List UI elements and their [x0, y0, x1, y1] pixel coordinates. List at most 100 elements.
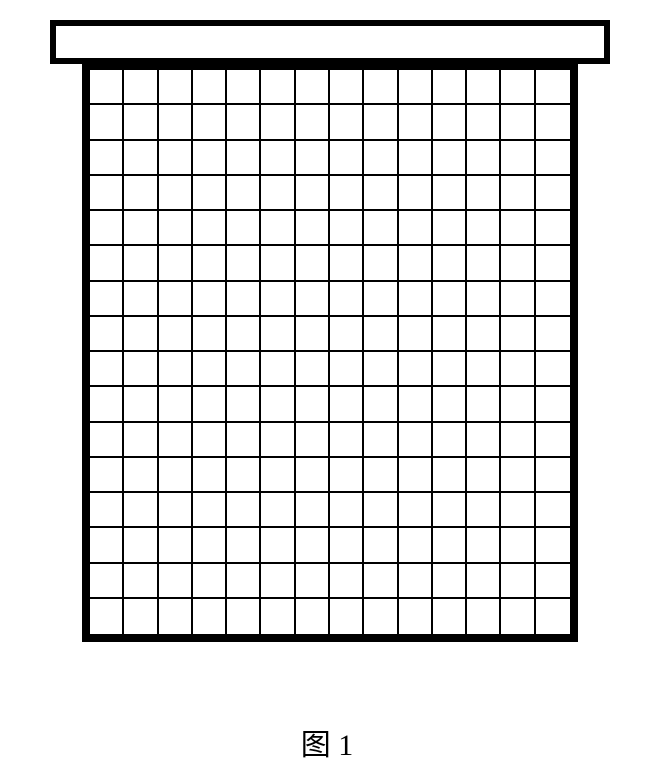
- grid-cell: [261, 493, 295, 528]
- grid-cell: [433, 141, 467, 176]
- grid-cell: [124, 317, 158, 352]
- grid-cell: [261, 105, 295, 140]
- grid-cell: [193, 458, 227, 493]
- figure-caption: 图 1: [0, 720, 654, 764]
- grid-cell: [124, 564, 158, 599]
- grid-cell: [193, 423, 227, 458]
- grid-cell: [467, 387, 501, 422]
- grid-cell: [124, 211, 158, 246]
- grid-cell: [296, 387, 330, 422]
- grid-cell: [536, 317, 570, 352]
- grid-cell: [227, 105, 261, 140]
- grid-cell: [364, 423, 398, 458]
- grid-cell: [159, 105, 193, 140]
- grid-cell: [124, 387, 158, 422]
- grid-cell: [193, 211, 227, 246]
- grid-cell: [296, 423, 330, 458]
- grid-cell: [90, 564, 124, 599]
- grid-cell: [364, 211, 398, 246]
- grid-cell: [433, 387, 467, 422]
- grid-cell: [261, 352, 295, 387]
- grid-cell: [296, 564, 330, 599]
- grid-cell: [261, 423, 295, 458]
- grid-cell: [159, 493, 193, 528]
- grid-cell: [399, 105, 433, 140]
- grid-cell: [536, 211, 570, 246]
- grid-cell: [124, 493, 158, 528]
- grid-cell: [124, 599, 158, 634]
- grid-cell: [364, 282, 398, 317]
- grid-cell: [433, 211, 467, 246]
- grid-cell: [296, 458, 330, 493]
- grid-cell: [536, 493, 570, 528]
- grid-cell: [330, 352, 364, 387]
- grid-cell: [364, 317, 398, 352]
- grid-cell: [330, 70, 364, 105]
- grid-cell: [399, 528, 433, 563]
- grid-cell: [467, 105, 501, 140]
- grid-cell: [227, 141, 261, 176]
- grid-cell: [193, 70, 227, 105]
- grid-cell: [501, 282, 535, 317]
- grid-cell: [501, 564, 535, 599]
- grid-cell: [433, 599, 467, 634]
- grid-cell: [90, 599, 124, 634]
- grid-cell: [330, 105, 364, 140]
- grid-cell: [364, 528, 398, 563]
- grid-cell: [261, 599, 295, 634]
- grid-cell: [261, 387, 295, 422]
- grid-cell: [159, 70, 193, 105]
- grid-cell: [159, 246, 193, 281]
- grid-cell: [193, 105, 227, 140]
- grid-cell: [193, 317, 227, 352]
- grid-cell: [159, 458, 193, 493]
- grid-cell: [330, 141, 364, 176]
- grid-cell: [159, 141, 193, 176]
- grid-cell: [501, 317, 535, 352]
- grid-cell: [193, 282, 227, 317]
- grid-cell: [501, 493, 535, 528]
- grid-cell: [193, 176, 227, 211]
- grid-cell: [501, 423, 535, 458]
- grid-cell: [399, 599, 433, 634]
- grid-cell: [364, 176, 398, 211]
- grid-cell: [159, 211, 193, 246]
- grid-cell: [227, 211, 261, 246]
- grid-cell: [501, 352, 535, 387]
- grid-cell: [433, 564, 467, 599]
- grid-cell: [364, 141, 398, 176]
- grid-cell: [124, 423, 158, 458]
- grid-cell: [467, 70, 501, 105]
- grid-cell: [296, 211, 330, 246]
- grid-cell: [467, 246, 501, 281]
- grid-cell: [227, 528, 261, 563]
- grid-cell: [467, 528, 501, 563]
- grid-cell: [227, 176, 261, 211]
- grid-cell: [536, 423, 570, 458]
- grid-cell: [296, 141, 330, 176]
- grid-cell: [330, 176, 364, 211]
- grid-cell: [296, 317, 330, 352]
- grid-cell: [124, 352, 158, 387]
- grid-cell: [90, 141, 124, 176]
- top-bar: [50, 20, 610, 64]
- grid-cell: [433, 528, 467, 563]
- grid-cell: [501, 458, 535, 493]
- grid-cell: [433, 176, 467, 211]
- grid-cell: [536, 246, 570, 281]
- grid-cell: [399, 493, 433, 528]
- grid-cell: [193, 352, 227, 387]
- figure: [50, 20, 610, 642]
- grid-cell: [364, 105, 398, 140]
- grid-cell: [193, 387, 227, 422]
- grid-cell: [364, 493, 398, 528]
- grid-cell: [90, 387, 124, 422]
- grid-cell: [399, 352, 433, 387]
- grid-cell: [330, 528, 364, 563]
- grid-cell: [330, 599, 364, 634]
- grid-cell: [193, 599, 227, 634]
- grid-cell: [124, 105, 158, 140]
- grid-cell: [330, 387, 364, 422]
- grid-cell: [433, 105, 467, 140]
- grid-cell: [536, 387, 570, 422]
